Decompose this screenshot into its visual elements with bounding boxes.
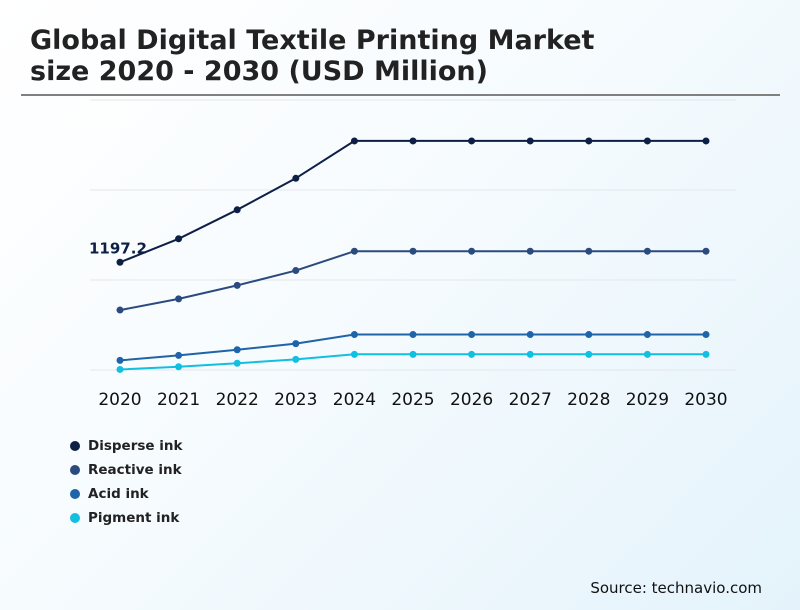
point-reactive-ink-2027 [526,247,534,255]
legend-item-disperse-ink: Disperse ink [70,434,182,458]
point-acid-ink-2027 [526,331,534,339]
point-reactive-ink-2026 [468,247,476,255]
point-acid-ink-2028 [585,331,593,339]
point-reactive-ink-2030 [702,247,710,255]
legend-marker-disperse-ink [70,441,80,451]
point-acid-ink-2020 [116,356,124,364]
chart-title: Global Digital Textile Printing Market s… [30,25,770,87]
point-acid-ink-2030 [702,331,710,339]
series-lines [116,137,710,373]
point-acid-ink-2023 [292,340,300,348]
point-disperse-ink-2023 [292,174,300,182]
series-line-disperse-ink [119,139,706,264]
point-reactive-ink-2020 [116,306,124,314]
point-disperse-ink-2027 [526,137,534,145]
point-acid-ink-2029 [643,331,651,339]
x-tick-label-2026: 2026 [450,390,493,410]
point-acid-ink-2021 [175,351,183,359]
x-tick-label-2029: 2029 [626,390,669,410]
annotations: 1197.2 [89,239,147,257]
point-pigment-ink-2025 [409,350,417,358]
chart-title-line-2: size 2020 - 2030 (USD Million) [30,56,488,87]
x-tick-label-2027: 2027 [509,390,552,410]
x-axis-ticks: 2020 2021 2022 2023 2024 2025 2026 2027 2028 2029… [98,390,727,410]
legend-label-acid-ink: Acid ink [88,486,149,502]
legend-marker-pigment-ink [70,513,80,523]
title-divider [21,94,780,96]
point-disperse-ink-2024 [350,137,358,145]
legend-marker-reactive-ink [70,465,80,475]
point-reactive-ink-2024 [350,247,358,255]
point-pigment-ink-2023 [292,355,300,363]
point-acid-ink-2026 [468,331,476,339]
legend-item-pigment-ink: Pigment ink [70,506,182,530]
legend-label-pigment-ink: Pigment ink [88,510,180,526]
x-tick-label-2020: 2020 [98,390,141,410]
point-pigment-ink-2027 [526,350,534,358]
point-reactive-ink-2025 [409,247,417,255]
chart-title-line-1: Global Digital Textile Printing Market [30,25,595,56]
point-acid-ink-2025 [409,331,417,339]
point-reactive-ink-2022 [233,281,241,289]
point-disperse-ink-2025 [409,137,417,145]
point-pigment-ink-2026 [468,350,476,358]
source-credit: Source: technavio.com [590,579,762,597]
point-pigment-ink-2029 [643,350,651,358]
point-pigment-ink-2028 [585,350,593,358]
gridlines [90,99,736,371]
point-reactive-ink-2029 [643,247,651,255]
legend-item-reactive-ink: Reactive ink [70,458,182,482]
legend-label-reactive-ink: Reactive ink [88,462,182,478]
point-reactive-ink-2021 [175,295,183,303]
point-acid-ink-2022 [233,346,241,354]
point-disperse-ink-2021 [175,235,183,243]
legend-marker-acid-ink [70,489,80,499]
point-disperse-ink-2030 [702,137,710,145]
x-tick-label-2022: 2022 [216,390,259,410]
point-disperse-ink-2022 [233,206,241,214]
legend: Disperse ink Reactive ink Acid ink Pigme… [70,434,182,530]
series-reactive-ink [116,247,710,314]
x-tick-label-2028: 2028 [567,390,610,410]
x-tick-label-2021: 2021 [157,390,200,410]
legend-item-acid-ink: Acid ink [70,482,182,506]
x-tick-label-2023: 2023 [274,390,317,410]
data-label-disperse-ink-2020: 1197.2 [89,239,147,257]
point-pigment-ink-2024 [350,350,358,358]
point-acid-ink-2024 [350,331,358,339]
point-disperse-ink-2028 [585,137,593,145]
x-tick-label-2030: 2030 [684,390,727,410]
x-tick-label-2024: 2024 [333,390,376,410]
line-chart: 2020 2021 2022 2023 2024 2025 2026 2027 2028 2029… [89,99,736,410]
point-pigment-ink-2022 [233,359,241,367]
point-disperse-ink-2020 [116,258,124,266]
x-tick-label-2025: 2025 [391,390,434,410]
point-pigment-ink-2020 [116,365,124,373]
legend-label-disperse-ink: Disperse ink [88,438,183,454]
series-disperse-ink [116,137,710,266]
point-disperse-ink-2026 [468,137,476,145]
point-pigment-ink-2021 [175,363,183,371]
point-disperse-ink-2029 [643,137,651,145]
series-pigment-ink [116,350,710,373]
point-pigment-ink-2030 [702,350,710,358]
series-line-reactive-ink [119,250,706,312]
point-reactive-ink-2023 [292,267,300,275]
point-reactive-ink-2028 [585,247,593,255]
series-acid-ink [116,331,710,364]
